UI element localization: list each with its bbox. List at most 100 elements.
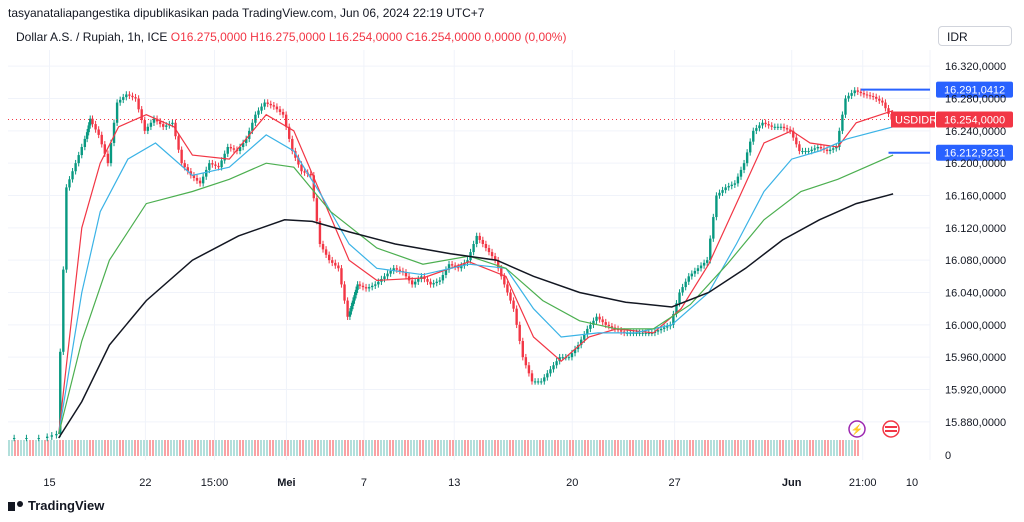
moving-average-line (58, 154, 894, 435)
candle-body (662, 327, 666, 329)
symbol-tag (891, 111, 935, 128)
volume-bar (392, 440, 394, 456)
candle-body (65, 187, 68, 270)
candle-body (589, 324, 592, 329)
candle-body (223, 153, 226, 161)
candle-body (604, 322, 607, 325)
dividend-event-icon[interactable] (848, 420, 866, 438)
candle-body (844, 98, 847, 115)
volume-axis-label: 0 (945, 450, 951, 462)
candle-body (162, 124, 165, 127)
y-tick-label: 16.320,0000 (945, 61, 1006, 73)
candle-body (549, 369, 552, 374)
volume-bar (551, 440, 553, 456)
candle-body (334, 262, 337, 266)
x-tick-label: Mei (277, 477, 295, 489)
volume-bar (305, 440, 307, 456)
candle-body (208, 163, 211, 170)
candle-body (91, 118, 94, 125)
volume-bar (707, 440, 709, 456)
volume-bar (554, 440, 556, 456)
candle-body (183, 163, 186, 168)
volume-bar (491, 440, 493, 456)
candle-body (68, 179, 71, 188)
volume-bar (332, 440, 334, 456)
y-axis: 16.320,0000 16.280,0000 16.240,0000 16.200,… (945, 61, 1006, 462)
volume-bar (191, 440, 193, 456)
candle-body (284, 114, 288, 127)
candle-body (509, 292, 512, 301)
candle-body (404, 272, 408, 277)
volume-bar (299, 440, 301, 456)
volume-bar (101, 440, 103, 456)
candle-body (77, 155, 80, 164)
candle-body (348, 311, 352, 317)
volume-bar (725, 440, 727, 456)
volume-bar (77, 440, 79, 456)
volume-bar (197, 440, 199, 456)
volume-bar (44, 440, 46, 456)
volume-bar (260, 440, 262, 456)
volume-bar (437, 440, 439, 456)
volume-bar (245, 440, 247, 456)
candle-body (871, 96, 875, 98)
candle-body (749, 141, 752, 153)
price-levels: 16.291,0412 USDIDR 16.254,0000 16.212,9231 (8, 81, 1013, 161)
volume-bar (236, 440, 238, 456)
volume-bar (542, 440, 544, 456)
volume-bar (128, 440, 130, 456)
volume-bar (758, 440, 760, 456)
volume-bar (812, 440, 814, 456)
volume-bar (26, 440, 28, 456)
volume-bar (743, 440, 745, 456)
volume-bar (155, 440, 157, 456)
candle-body (410, 280, 414, 285)
y-tick-label: 16.200,0000 (945, 158, 1006, 170)
candle-body (429, 281, 432, 285)
us-flag-event-icon[interactable] (882, 420, 900, 438)
candle-body (610, 326, 614, 328)
volume-bar (749, 440, 751, 456)
x-tick-label: 21:00 (849, 477, 877, 489)
volume-bar (548, 440, 550, 456)
volume-bar (560, 440, 562, 456)
y-tick-label: 16.040,0000 (945, 288, 1006, 300)
candle-body (354, 289, 358, 296)
volume-bar (788, 440, 790, 456)
volume-bar (71, 440, 73, 456)
volume-bar (662, 440, 664, 456)
candle-body (785, 128, 789, 130)
volume-bar (374, 440, 376, 456)
candle-body (801, 151, 804, 153)
volume-bar (845, 440, 847, 456)
candle-body (460, 265, 463, 269)
candle-body (570, 353, 574, 358)
volume-bar (605, 440, 607, 456)
symbol-legend[interactable]: Dollar A.S. / Rupiah, 1h, ICE O16.275,00… (16, 30, 566, 44)
candle-body (782, 126, 786, 129)
volume-bar (641, 440, 643, 456)
tradingview-logo[interactable]: TradingView (8, 498, 104, 513)
candle-body (343, 284, 346, 301)
volume-bar (593, 440, 595, 456)
volume-bar (824, 440, 826, 456)
volume-bar (365, 440, 367, 456)
volume-bar (431, 440, 433, 456)
volume-bar (467, 440, 469, 456)
y-tick-label: 15.960,0000 (945, 352, 1006, 364)
currency-selector[interactable]: IDR (938, 26, 1012, 46)
candle-body (816, 147, 820, 149)
volume-bar (596, 440, 598, 456)
y-tick-label: 16.160,0000 (945, 191, 1006, 203)
volume-bar (557, 440, 559, 456)
candle-body (251, 122, 254, 131)
symbol-tag-label: USDIDR (895, 115, 937, 127)
volume-bar (398, 440, 400, 456)
candle-body (493, 256, 497, 261)
candle-body (561, 357, 564, 359)
candle-body (862, 93, 866, 95)
candle-body (100, 134, 103, 145)
volume-bar (68, 440, 70, 456)
price-label-box (936, 111, 1013, 128)
